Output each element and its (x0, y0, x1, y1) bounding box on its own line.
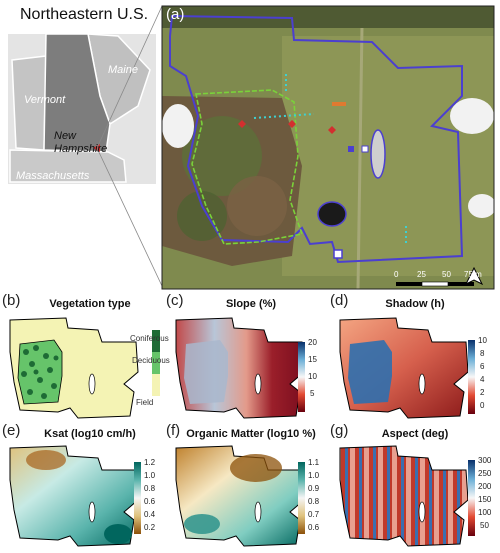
panel-f-letter: (f) (166, 422, 181, 439)
om-tick-0.7: 0.7 (308, 510, 320, 519)
panel-b-title: Vegetation type (49, 298, 131, 310)
slope-colorbar (298, 342, 305, 412)
inset-title: Northeastern U.S. (20, 6, 149, 23)
panel-d-letter: (d) (330, 292, 349, 309)
organic-matter-colorbar (298, 462, 305, 534)
legend-deciduous: Deciduous (132, 356, 170, 365)
shadow-tick-8: 8 (480, 349, 485, 358)
aspect-colorbar (468, 460, 475, 536)
panel-a-letter: (a) (166, 6, 185, 23)
slope-tick-15: 15 (308, 355, 317, 364)
shadow-tick-0: 0 (480, 401, 485, 410)
panel-b-letter: (b) (2, 292, 21, 309)
panel-e-title: Ksat (log10 cm/h) (44, 428, 136, 440)
legend-field: Field (136, 398, 154, 407)
inset-map (8, 5, 163, 287)
aspect-tick-150: 150 (478, 495, 492, 504)
shadow-map (339, 317, 469, 419)
aspect-tick-100: 100 (478, 508, 492, 517)
panel-g-letter: (g) (330, 422, 349, 439)
north-arrow-icon (464, 266, 484, 286)
panel-f-title: Organic Matter (log10 %) (186, 428, 316, 440)
state-label-vermont: Vermont (24, 94, 66, 106)
state-label-maine: Maine (108, 64, 138, 76)
slope-tick-20: 20 (308, 338, 317, 347)
ksat-map (9, 445, 139, 547)
shadow-colorbar (468, 340, 475, 414)
aspect-tick-200: 200 (478, 482, 492, 491)
shadow-tick-4: 4 (480, 375, 485, 384)
om-tick-1.0: 1.0 (308, 471, 320, 480)
panel-c-letter: (c) (166, 292, 184, 309)
scale-tick-50: 50 (442, 270, 451, 279)
slope-tick-5: 5 (310, 389, 315, 398)
scale-tick-0: 0 (394, 270, 399, 279)
vegetation-map (9, 317, 139, 419)
shadow-tick-10: 10 (478, 336, 487, 345)
panel-d-title: Shadow (h) (385, 298, 445, 310)
aspect-tick-50: 50 (480, 521, 489, 530)
om-tick-0.6: 0.6 (308, 523, 320, 532)
om-tick-1.1: 1.1 (308, 458, 320, 467)
om-tick-0.8: 0.8 (308, 497, 320, 506)
panel-e-letter: (e) (2, 422, 21, 439)
ksat-colorbar (134, 462, 141, 534)
aspect-tick-300: 300 (478, 456, 492, 465)
vegetation-legend (152, 330, 160, 396)
state-label-massachusetts: Massachusetts (16, 170, 90, 182)
shadow-tick-2: 2 (480, 388, 485, 397)
aerial-map (161, 5, 495, 290)
om-tick-0.9: 0.9 (308, 484, 320, 493)
ksat-tick-0.2: 0.2 (144, 523, 156, 532)
slope-map (175, 317, 305, 419)
aspect-tick-250: 250 (478, 469, 492, 478)
scale-tick-75: 75 m (464, 270, 482, 279)
ksat-tick-1.2: 1.2 (144, 458, 156, 467)
aspect-map (339, 445, 469, 547)
panel-c-title: Slope (%) (225, 298, 277, 310)
ksat-tick-0.6: 0.6 (144, 497, 156, 506)
legend-coniferous: Coniferous (130, 334, 169, 343)
slope-tick-10: 10 (308, 372, 317, 381)
ksat-tick-0.8: 0.8 (144, 484, 156, 493)
shadow-tick-6: 6 (480, 362, 485, 371)
ksat-tick-1.0: 1.0 (144, 471, 156, 480)
state-label-new-hampshire: New Hampshire (54, 130, 108, 155)
scale-tick-25: 25 (417, 270, 426, 279)
organic-matter-map (175, 445, 305, 547)
panel-g-title: Aspect (deg) (381, 428, 449, 440)
ksat-tick-0.4: 0.4 (144, 510, 156, 519)
